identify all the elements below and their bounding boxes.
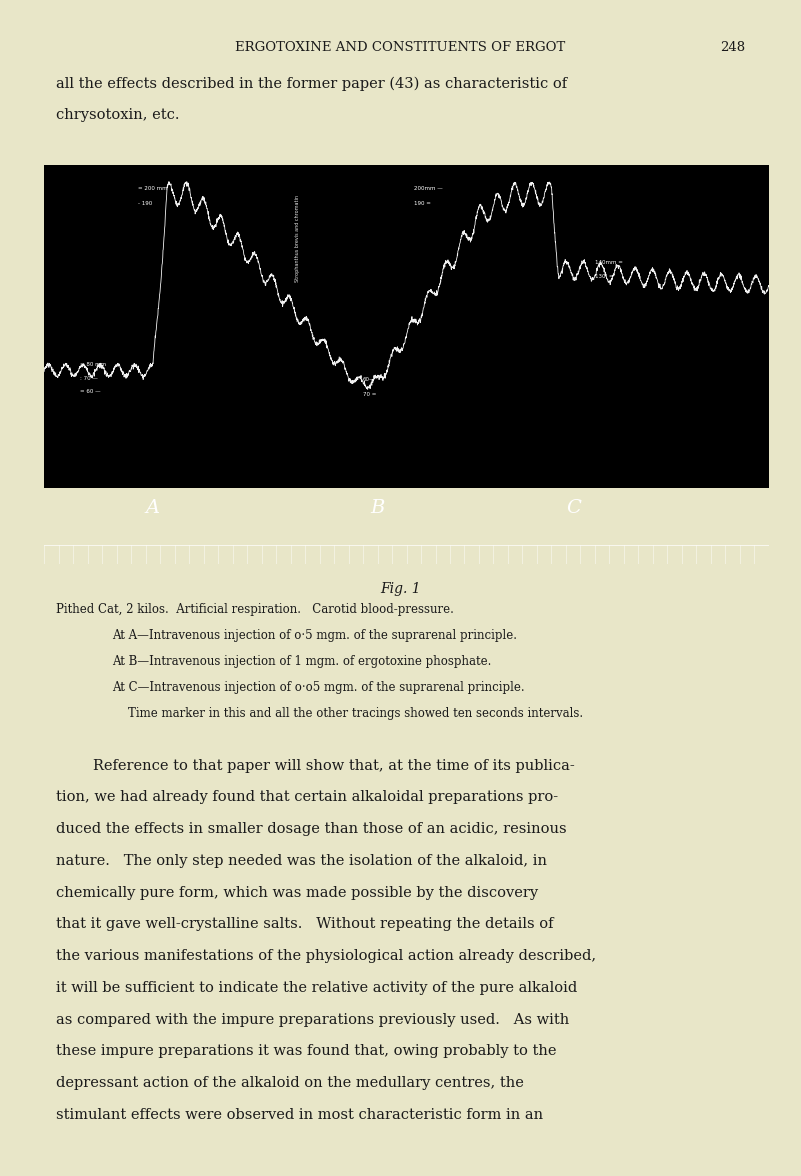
Text: duced the effects in smaller dosage than those of an acidic, resinous: duced the effects in smaller dosage than…	[56, 822, 566, 836]
Text: Pithed Cat, 2 kilos.  Artificial respiration.   Carotid blood-pressure.: Pithed Cat, 2 kilos. Artificial respirat…	[56, 603, 454, 616]
Text: depressant action of the alkaloid on the medullary centres, the: depressant action of the alkaloid on the…	[56, 1076, 524, 1090]
Text: Strophanthus brevis and chromatin: Strophanthus brevis and chromatin	[296, 195, 300, 281]
Text: 70 =: 70 =	[363, 392, 376, 397]
Text: Fig. 1: Fig. 1	[380, 582, 421, 596]
Text: 60—: 60—	[363, 377, 376, 382]
Text: Reference to that paper will show that, at the time of its publica-: Reference to that paper will show that, …	[56, 759, 575, 773]
Text: At B—Intravenous injection of 1 mgm. of ergotoxine phosphate.: At B—Intravenous injection of 1 mgm. of …	[112, 655, 492, 668]
Text: A: A	[146, 500, 160, 517]
Text: that it gave well-crystalline salts.   Without repeating the details of: that it gave well-crystalline salts. Wit…	[56, 917, 553, 931]
Text: At A—Intravenous injection of o·5 mgm. of the suprarenal principle.: At A—Intravenous injection of o·5 mgm. o…	[112, 629, 517, 642]
Text: B: B	[370, 500, 384, 517]
Text: = 80 mm: = 80 mm	[80, 362, 107, 367]
Text: all the effects described in the former paper (43) as characteristic of: all the effects described in the former …	[56, 76, 567, 91]
Text: chemically pure form, which was made possible by the discovery: chemically pure form, which was made pos…	[56, 886, 538, 900]
Text: Time marker in this and all the other tracings showed ten seconds intervals.: Time marker in this and all the other tr…	[128, 707, 583, 720]
Text: 140mm =: 140mm =	[595, 260, 623, 265]
Text: : 70 —: : 70 —	[80, 375, 99, 381]
Text: At C—Intravenous injection of o·o5 mgm. of the suprarenal principle.: At C—Intravenous injection of o·o5 mgm. …	[112, 681, 525, 694]
Text: stimulant effects were observed in most characteristic form in an: stimulant effects were observed in most …	[56, 1108, 543, 1122]
Text: 248: 248	[720, 41, 745, 54]
Text: ERGOTOXINE AND CONSTITUENTS OF ERGOT: ERGOTOXINE AND CONSTITUENTS OF ERGOT	[235, 41, 566, 54]
Text: as compared with the impure preparations previously used.   As with: as compared with the impure preparations…	[56, 1013, 570, 1027]
Text: - 190: - 190	[139, 201, 152, 206]
Text: the various manifestations of the physiological action already described,: the various manifestations of the physio…	[56, 949, 596, 963]
Text: C: C	[566, 500, 581, 517]
Text: chrysotoxin, etc.: chrysotoxin, etc.	[56, 108, 179, 122]
Text: it will be sufficient to indicate the relative activity of the pure alkaloid: it will be sufficient to indicate the re…	[56, 981, 578, 995]
Text: tion, we had already found that certain alkaloidal preparations pro-: tion, we had already found that certain …	[56, 790, 558, 804]
Text: these impure preparations it was found that, owing probably to the: these impure preparations it was found t…	[56, 1044, 557, 1058]
Text: 200mm —: 200mm —	[414, 186, 442, 191]
Text: = 200 mm: = 200 mm	[139, 186, 168, 191]
Text: = 60 —: = 60 —	[80, 389, 101, 394]
Text: nature.   The only step needed was the isolation of the alkaloid, in: nature. The only step needed was the iso…	[56, 854, 547, 868]
Text: 190 =: 190 =	[414, 201, 431, 206]
Text: 130  =: 130 =	[595, 274, 614, 280]
